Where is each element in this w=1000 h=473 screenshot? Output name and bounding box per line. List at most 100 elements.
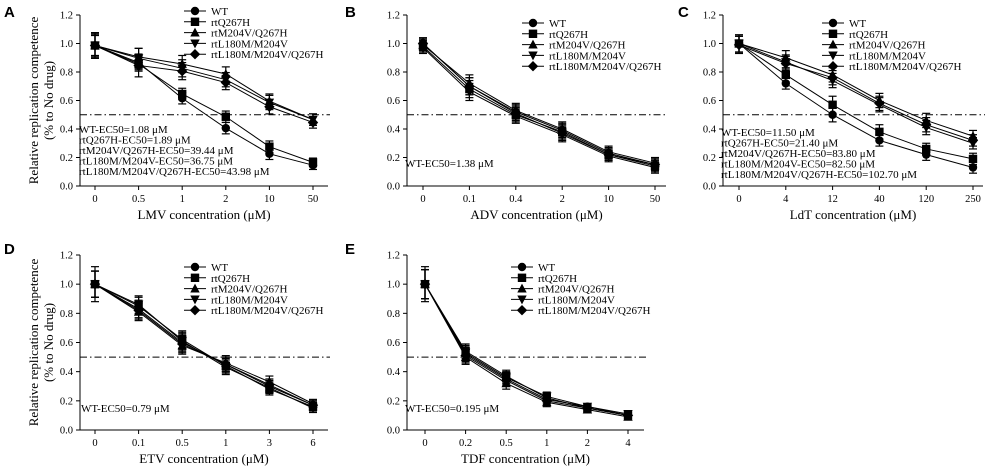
data-point (177, 65, 188, 77)
legend-label: rtL180M/M204V (549, 50, 626, 62)
ec50-annotation: rtQ267H-EC50=21.40 μM (721, 138, 838, 150)
series-line (422, 47, 656, 168)
data-point (264, 101, 275, 112)
series-line (738, 43, 974, 168)
x-tick-label: 250 (965, 194, 981, 205)
series-line (94, 45, 314, 123)
legend-marker (190, 39, 200, 49)
legend-marker (517, 283, 527, 293)
data-point (828, 110, 837, 119)
x-axis-title: LMV concentration (μM) (137, 207, 270, 222)
legend-label: rtQ267H (849, 29, 888, 41)
legend-label: WT (549, 18, 566, 30)
data-point (922, 144, 931, 154)
panel-a: A 0.0 0.2 0.4 0.6 0.8 1.0 1.2 0 0.5 1 2 10 50 LMV conc… (4, 4, 330, 222)
data-point (89, 40, 101, 51)
data-point (177, 338, 188, 350)
y-tick-label: 0.8 (60, 309, 73, 320)
series-rtl180m-m204v-q267h (419, 268, 634, 421)
legend-marker (190, 283, 200, 293)
legend-marker (528, 18, 538, 28)
data-point (264, 379, 275, 390)
y-tick-label: 0.2 (387, 153, 400, 164)
x-tick-label: 0 (92, 194, 97, 205)
y-tick-label: 1.2 (60, 251, 73, 262)
legend-label: rtL180M/M204V/Q267H (211, 49, 324, 61)
y-tick-label: 0.6 (387, 96, 400, 107)
x-tick-label: 1 (223, 438, 228, 449)
series-line (422, 44, 656, 164)
data-point (265, 142, 274, 151)
legend-marker (189, 305, 201, 316)
series-line (738, 44, 974, 141)
legend-marker (190, 273, 200, 282)
legend-label: rtQ267H (211, 17, 250, 29)
x-tick-label: 1 (180, 194, 185, 205)
y-axis-title: (% to No drug) (41, 61, 56, 140)
legend-marker (527, 61, 539, 72)
y-tick-label: 1.2 (387, 11, 400, 22)
y-tick-label: 0.0 (387, 182, 400, 193)
x-axis-title: ADV concentration (μM) (470, 207, 602, 222)
y-tick-label: 1.2 (60, 11, 73, 22)
x-tick-label: 4 (783, 194, 789, 205)
y-axis-title: Relative replication competence (26, 17, 41, 185)
data-point (133, 305, 144, 316)
x-tick-label: 0.4 (509, 194, 523, 205)
series-line (94, 45, 314, 163)
legend-label: rtL180M/M204V/Q267H (211, 305, 324, 317)
y-axis-title: (% to No drug) (41, 303, 56, 382)
x-tick-label: 12 (827, 194, 838, 205)
data-point (875, 127, 884, 137)
legend: WTrtQ267HrtM204V/Q267HrtL180M/M204VrtL18… (822, 18, 962, 73)
ec50-annotation: rtL180M/M204V/Q267H-EC50=43.98 μM (79, 166, 270, 178)
series-line (94, 45, 314, 166)
ec50-annotation: WT-EC50=1.08 μM (79, 124, 168, 136)
data-point (307, 400, 319, 411)
y-axis-title: Relative replication competence (26, 259, 41, 427)
legend-marker (190, 295, 200, 305)
x-tick-label: 2 (585, 438, 590, 449)
y-tick-label: 0.2 (60, 396, 73, 407)
legend-label: rtM204V/Q267H (849, 40, 925, 52)
legend-marker (190, 6, 200, 16)
y-tick-label: 1.0 (60, 280, 73, 291)
y-tick-label: 0.0 (60, 426, 73, 437)
data-point (220, 77, 231, 88)
ec50-annotation: rtM204V/Q267H-EC50=83.80 μM (721, 148, 876, 160)
x-axis-title: ETV concentration (μM) (139, 451, 268, 466)
y-tick-label: 0.4 (703, 125, 717, 136)
legend-label: rtL180M/M204V (211, 38, 288, 50)
series-line (738, 43, 974, 144)
data-point (307, 117, 319, 128)
legend-label: WT (211, 6, 228, 18)
legend-label: rtM204V/Q267H (211, 284, 287, 296)
y-tick-label: 0.4 (60, 125, 74, 136)
y-tick-label: 0.6 (60, 96, 73, 107)
data-point (582, 402, 593, 414)
legend-label: rtL180M/M204V/Q267H (538, 305, 651, 317)
y-tick-label: 1.0 (387, 39, 400, 50)
x-tick-label: 0 (420, 194, 425, 205)
x-tick-label: 3 (267, 438, 272, 449)
series-line (424, 283, 629, 415)
series-line (94, 45, 314, 121)
legend-label: rtL180M/M204V (849, 50, 926, 62)
panel-b: B 0.0 0.2 0.4 0.6 0.8 1.0 1.2 0 0.1 0.4 2 10 50 ADV co… (345, 4, 668, 222)
legend-marker (828, 29, 838, 38)
data-point (220, 359, 231, 370)
legend-marker (517, 262, 527, 272)
y-tick-label: 0.6 (60, 338, 73, 349)
data-point (308, 158, 318, 167)
data-point (501, 375, 512, 386)
y-tick-label: 0.2 (387, 396, 400, 407)
x-axis-title: TDF concentration (μM) (461, 451, 590, 466)
data-point (875, 136, 884, 145)
x-tick-label: 2 (223, 194, 228, 205)
data-point (221, 123, 230, 133)
x-tick-label: 6 (310, 438, 315, 449)
y-tick-label: 0.6 (703, 96, 716, 107)
legend-marker (517, 273, 527, 282)
series-line (424, 283, 629, 418)
